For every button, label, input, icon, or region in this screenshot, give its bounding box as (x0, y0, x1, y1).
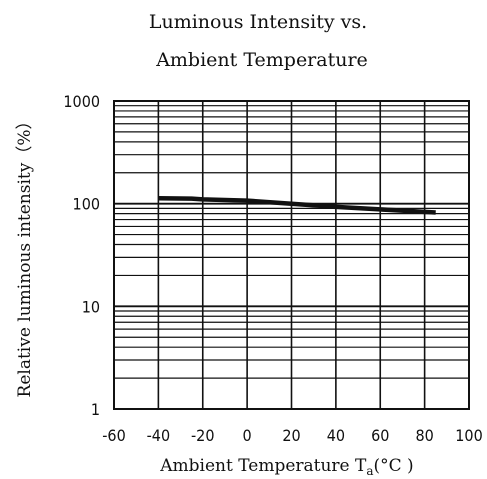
x-tick-label: 0 (243, 426, 252, 445)
chart-title-line-2: Ambient Temperature (155, 49, 368, 71)
x-tick-label: 20 (282, 426, 300, 445)
x-tick-label: 80 (415, 426, 433, 445)
series-line (158, 195, 436, 215)
x-tick-label: -20 (191, 426, 215, 445)
y-tick-label: 10 (82, 297, 100, 316)
grid-lines (114, 101, 469, 409)
x-axis-label-unit: (°C ) (374, 456, 414, 476)
x-axis-label-subscript: a (366, 464, 373, 478)
chart-title-line-1: Luminous Intensity vs. (149, 11, 367, 33)
x-axis-label: Ambient Temperature Ta(°C ) (159, 456, 413, 478)
x-axis-label-main: Ambient Temperature T (159, 456, 367, 476)
series-group (158, 195, 436, 215)
x-tick-label: 60 (371, 426, 389, 445)
y-axis-label: Relative luminous intensity（%） (15, 113, 35, 398)
y-tick-label: 100 (73, 195, 100, 214)
x-tick-label: 40 (327, 426, 345, 445)
y-tick-label: 1000 (63, 92, 100, 111)
plot-frame (113, 100, 470, 410)
x-tick-label: -60 (102, 426, 126, 445)
x-tick-label: 100 (455, 426, 482, 445)
x-tick-labels: -60 -40 -20 0 20 40 60 80 100 (102, 426, 482, 445)
y-tick-labels: 1000 100 10 1 (63, 92, 100, 419)
x-tick-label: -40 (147, 426, 171, 445)
y-tick-label: 1 (91, 400, 100, 419)
